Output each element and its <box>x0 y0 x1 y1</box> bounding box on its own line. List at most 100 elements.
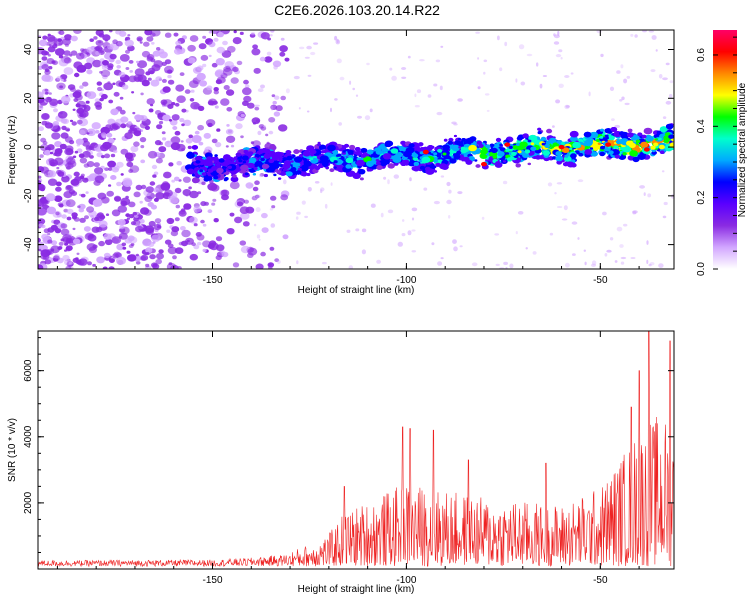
heatmap-noise-blob <box>171 179 176 183</box>
heatmap-noise-blob <box>202 63 207 68</box>
heatmap-noise-blob <box>60 95 71 104</box>
heatmap-band-blob <box>505 148 510 152</box>
heatmap-noise-blob <box>140 159 146 164</box>
heatmap-noise-blob <box>133 141 140 147</box>
heatmap-noise-blob <box>85 100 90 104</box>
heatmap-faint-blob <box>583 249 586 252</box>
heatmap-band-blob <box>356 159 365 167</box>
heatmap-noise-blob <box>175 204 180 209</box>
heatmap-noise-blob <box>116 161 124 168</box>
heatmap-faint-blob <box>630 257 636 259</box>
heatmap-noise-blob <box>101 155 105 159</box>
heatmap-noise-blob <box>68 189 75 195</box>
heatmap-band-blob <box>282 168 287 172</box>
heatmap-noise-blob <box>167 246 178 255</box>
heatmap-band-blob <box>427 145 434 150</box>
heatmap-faint-blob <box>334 35 338 41</box>
heatmap-band-blob <box>260 155 264 158</box>
heatmap-noise-blob <box>101 93 108 100</box>
heatmap-faint-blob <box>558 49 563 53</box>
heatmap-faint-blob <box>665 100 672 105</box>
heatmap-noise-blob <box>167 243 174 249</box>
heatmap-noise-blob <box>152 174 157 178</box>
heatmap-noise-blob <box>65 199 76 208</box>
heatmap-noise-blob <box>198 43 207 50</box>
heatmap-faint-blob <box>257 88 264 93</box>
heatmap-noise-blob <box>146 36 154 42</box>
heatmap-noise-blob <box>122 179 133 188</box>
heatmap-band-blob <box>317 141 321 144</box>
heatmap-noise-blob <box>235 123 243 130</box>
heatmap-noise-blob <box>116 65 121 69</box>
heatmap-faint-blob <box>542 75 548 77</box>
heatmap-noise-blob <box>280 95 287 101</box>
heatmap-noise-blob <box>215 58 225 66</box>
heatmap-faint-blob <box>662 77 668 81</box>
heatmap-band-blob <box>360 147 368 154</box>
heatmap-band-blob <box>290 167 297 172</box>
heatmap-noise-blob <box>109 30 113 33</box>
heatmap-noise-blob <box>128 214 134 219</box>
heatmap-noise-blob <box>171 114 180 121</box>
heatmap-faint-blob <box>361 249 366 255</box>
heatmap-band-blob <box>376 165 383 170</box>
heatmap-noise-blob <box>275 105 283 112</box>
heatmap-band-blob <box>653 142 659 147</box>
heatmap-band-blob <box>527 139 532 143</box>
heatmap-noise-blob <box>125 67 130 70</box>
heatmap-band-blob <box>474 159 478 162</box>
heatmap-noise-blob <box>181 108 187 113</box>
heatmap-band-blob <box>297 167 302 172</box>
heatmap-noise-blob <box>164 65 174 74</box>
heatmap-noise-blob <box>191 242 196 247</box>
heatmap-noise-blob <box>108 137 112 141</box>
heatmap-noise-blob <box>110 153 116 158</box>
heatmap-band-blob <box>347 158 353 162</box>
heatmap-noise-blob <box>47 227 55 233</box>
heatmap-band-blob <box>325 166 330 170</box>
heatmap-noise-blob <box>166 229 171 233</box>
heatmap-noise-blob <box>271 94 276 98</box>
heatmap-noise-blob <box>107 118 116 125</box>
heatmap-faint-blob <box>643 192 646 197</box>
snr-frame <box>37 330 675 570</box>
heatmap-band-blob <box>260 157 265 162</box>
heatmap-noise-blob <box>89 38 94 42</box>
heatmap-noise-blob <box>60 228 70 236</box>
heatmap-noise-blob <box>64 249 67 252</box>
heatmap-band-blob <box>544 143 550 148</box>
heatmap-faint-blob <box>376 259 381 264</box>
heatmap-faint-blob <box>556 182 563 185</box>
heatmap-band-blob <box>497 151 505 157</box>
heatmap-band-blob <box>398 146 405 151</box>
heatmap-band-blob <box>366 149 374 155</box>
heatmap-noise-blob <box>107 160 116 168</box>
heatmap-faint-blob <box>439 85 443 91</box>
heatmap-band-blob <box>433 159 439 163</box>
heatmap-faint-blob <box>446 181 451 187</box>
heatmap-band-blob <box>629 150 638 157</box>
heatmap-noise-blob <box>111 209 121 217</box>
heatmap-faint-blob <box>532 251 537 255</box>
heatmap-band-blob <box>665 123 674 130</box>
heatmap-faint-blob <box>457 191 463 195</box>
heatmap-noise-blob <box>118 232 128 240</box>
heatmap-noise-blob <box>164 32 172 38</box>
heatmap-noise-blob <box>269 246 275 251</box>
heatmap-band-blob <box>247 151 254 156</box>
heatmap-noise-blob <box>153 171 159 176</box>
heatmap-noise-blob <box>94 167 104 175</box>
heatmap-faint-blob <box>336 58 342 64</box>
heatmap-noise-blob <box>63 67 74 75</box>
heatmap-faint-blob <box>651 35 657 40</box>
heatmap-band-blob <box>583 131 592 138</box>
heatmap-faint-blob <box>609 86 615 92</box>
heatmap-noise-blob <box>94 216 100 222</box>
heatmap-noise-blob <box>73 217 80 222</box>
heatmap-faint-blob <box>448 189 452 194</box>
heatmap-faint-blob <box>387 179 390 185</box>
heatmap-noise-blob <box>208 30 213 34</box>
heatmap-band-blob <box>375 149 383 155</box>
heatmap-band-blob <box>590 151 598 157</box>
heatmap-noise-blob <box>50 240 58 246</box>
